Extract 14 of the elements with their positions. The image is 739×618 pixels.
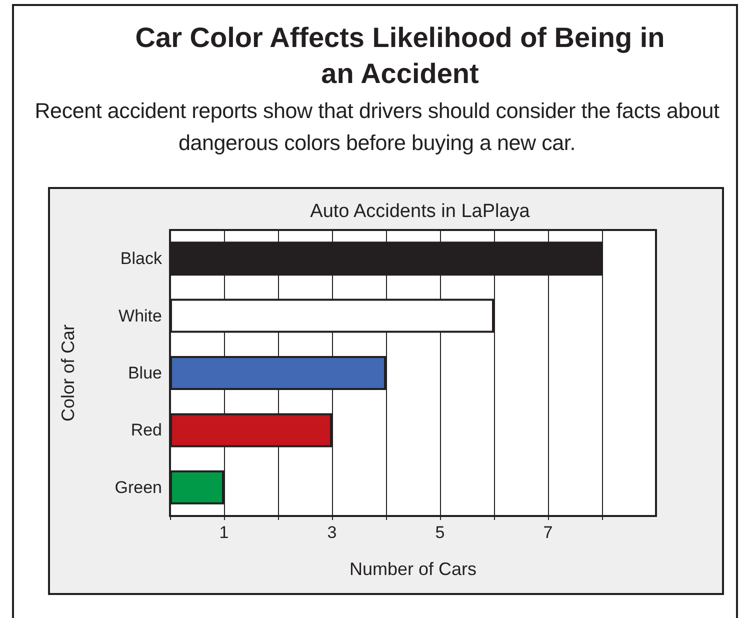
x-tick-label: 5 <box>435 523 445 542</box>
chart-subtitle: Recent accident reports show that drivers should consider the facts about dangerous colors before buying a new car. <box>34 98 720 157</box>
x-tick-label: 3 <box>327 523 337 542</box>
y-tick-label: Red <box>130 420 162 440</box>
text: Auto Accidents in LaPlaya <box>310 201 530 222</box>
y-tick-label: Green <box>114 478 162 497</box>
x-tick-label: 1 <box>219 523 229 542</box>
y-tick-label: White <box>118 306 162 326</box>
x-tick-label: 7 <box>543 523 553 542</box>
y-tick-label: Black <box>120 249 162 268</box>
y-tick-label: Blue <box>128 364 162 382</box>
chart-title: Car Color Affects Likelihood of Being in an Accident <box>134 21 666 91</box>
y-axis-title: Color of Car <box>58 324 78 422</box>
x-axis-title: Number of Cars <box>349 559 477 579</box>
